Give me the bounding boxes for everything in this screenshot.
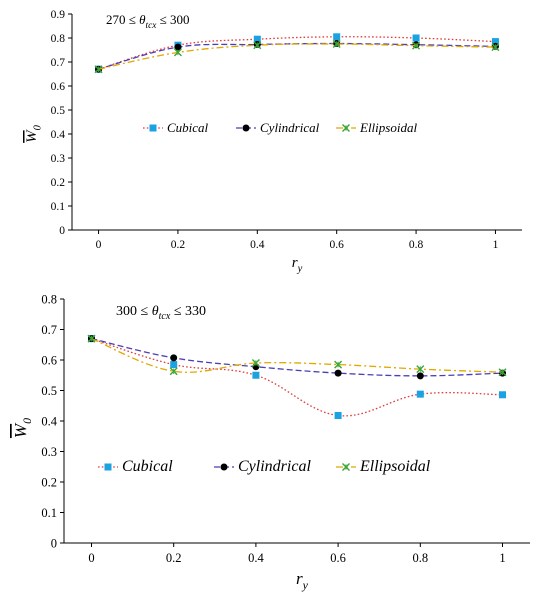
- legend-label-cylindrical: Cylindrical: [238, 458, 311, 475]
- y-tick-label: 0.4: [51, 129, 66, 141]
- legend-label-cubical: Cubical: [122, 458, 173, 475]
- data-point-ellipsoidal: [253, 41, 262, 50]
- y-tick-label: 0.6: [41, 353, 57, 367]
- y-tick-label: 0.5: [51, 105, 66, 117]
- y-tick-label: 0.1: [41, 506, 57, 520]
- data-point-ellipsoidal: [334, 360, 343, 369]
- data-point-cylindrical: [170, 354, 178, 362]
- data-point-cylindrical: [174, 43, 182, 51]
- data-point-cubical: [252, 371, 260, 379]
- data-point-cylindrical: [334, 369, 342, 377]
- legend-marker: [342, 463, 350, 471]
- y-axis-label: W0: [11, 418, 34, 438]
- data-point-ellipsoidal: [94, 65, 103, 74]
- data-point-cubical: [334, 412, 342, 420]
- data-point-cubical: [333, 33, 341, 41]
- x-tick-label: 0.8: [412, 551, 428, 565]
- y-tick-label: 0: [51, 536, 57, 550]
- range-annotation: 300 ≤ θtcx ≤ 330: [116, 304, 206, 322]
- data-point-ellipsoidal: [416, 365, 425, 374]
- x-tick-label: 0.6: [330, 239, 345, 251]
- legend-label-ellipsoidal: Ellipsoidal: [359, 120, 417, 135]
- x-axis-label: ry: [292, 255, 303, 275]
- y-tick-label: 0.8: [41, 292, 57, 306]
- x-tick-label: 0: [88, 551, 94, 565]
- data-point-ellipsoidal: [412, 41, 421, 50]
- legend-label-cubical: Cubical: [167, 120, 209, 135]
- y-tick-label: 0.7: [41, 323, 57, 337]
- data-point-ellipsoidal: [332, 40, 341, 48]
- legend-marker: [149, 124, 157, 132]
- data-point-cubical: [499, 391, 507, 399]
- data-point-ellipsoidal: [169, 367, 178, 376]
- y-tick-label: 0.7: [51, 57, 66, 69]
- chart-top: 0 0.1 0.2 0.3 0.4 0.5 0.6 0.7 0.8 0.9 0 0.2 0.4 0.6 0.…: [24, 9, 522, 275]
- data-point-ellipsoidal: [173, 48, 182, 57]
- x-tick-label: 1: [499, 551, 505, 565]
- y-tick-label: 0.5: [41, 384, 57, 398]
- y-tick-label: 0.6: [51, 81, 66, 93]
- y-tick-label: 0.2: [51, 177, 66, 189]
- series-line-cylindrical: [91, 338, 503, 377]
- x-tick-label: 0.2: [171, 239, 186, 251]
- x-tick-label: 0.4: [250, 239, 265, 251]
- data-point-cubical: [253, 35, 261, 43]
- x-tick-label: 0.4: [248, 551, 264, 565]
- series-line-cubical: [98, 36, 496, 70]
- legend-label-cylindrical: Cylindrical: [260, 120, 320, 135]
- data-point-cubical: [412, 34, 420, 42]
- data-point-ellipsoidal: [491, 43, 500, 52]
- legend-marker: [342, 124, 350, 132]
- series-line-cylindrical: [98, 42, 496, 70]
- legend-marker: [242, 124, 250, 132]
- y-tick-label: 0.4: [41, 414, 57, 428]
- x-axis-label: ry: [296, 569, 309, 592]
- data-point-cubical: [491, 38, 499, 46]
- x-tick-label: 0.6: [330, 551, 346, 565]
- y-axis-label: W0: [24, 124, 44, 143]
- data-point-cubical: [416, 390, 424, 398]
- y-tick-label: 0.9: [51, 9, 66, 21]
- series-line-cubical: [91, 338, 503, 417]
- data-point-ellipsoidal: [87, 334, 96, 343]
- legend-marker: [104, 463, 112, 471]
- data-point-ellipsoidal: [498, 368, 507, 377]
- x-tick-label: 0.2: [166, 551, 182, 565]
- y-tick-label: 0.3: [41, 445, 57, 459]
- legend-marker: [220, 463, 228, 471]
- y-tick-label: 0.3: [51, 153, 66, 165]
- y-tick-label: 0.2: [41, 475, 57, 489]
- data-point-ellipsoidal: [251, 359, 260, 368]
- y-tick-label: 0: [59, 225, 65, 237]
- x-tick-label: 0: [96, 239, 102, 251]
- series-line-ellipsoidal: [91, 338, 503, 373]
- y-tick-label: 0.8: [51, 33, 66, 45]
- x-tick-label: 1: [493, 239, 499, 251]
- data-point-cylindrical: [416, 372, 424, 380]
- x-tick-label: 0.8: [409, 239, 424, 251]
- data-point-cubical: [170, 361, 178, 369]
- legend-label-ellipsoidal: Ellipsoidal: [359, 458, 431, 475]
- range-annotation: 270 ≤ θtcx ≤ 300: [106, 12, 190, 31]
- y-tick-label: 0.1: [51, 201, 66, 213]
- chart-bottom: 0 0.1 0.2 0.3 0.4 0.5 0.6 0.7 0.8 0 0.2 0.4 0.6 0.8 1 W…: [11, 292, 530, 592]
- series-line-ellipsoidal: [98, 43, 496, 70]
